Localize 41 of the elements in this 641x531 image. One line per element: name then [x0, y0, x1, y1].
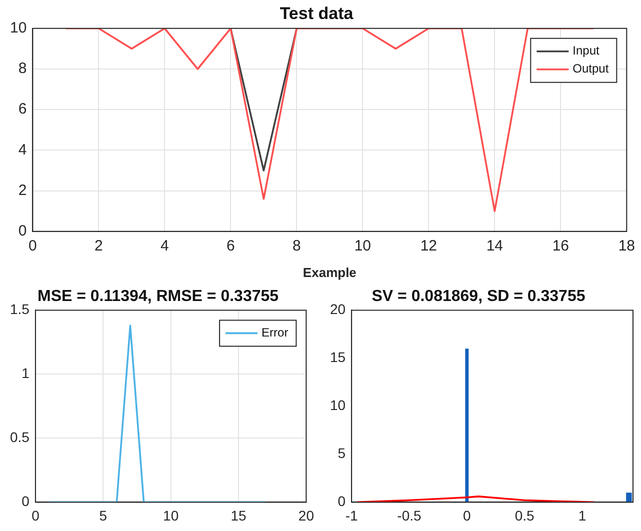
y-tick-label: 1.5 [10, 301, 30, 318]
y-tick-label: 1 [22, 365, 30, 382]
chart-title: SV = 0.081869, SD = 0.33755 [372, 288, 586, 306]
x-tick-label: -0.5 [397, 507, 422, 524]
x-tick-label: 16 [552, 238, 570, 255]
x-tick-label: 18 [618, 238, 635, 255]
x-tick-label: 0 [463, 507, 472, 524]
x-tick-label: 4 [160, 238, 169, 255]
x-tick-label: 12 [420, 238, 438, 255]
y-tick-label: 2 [18, 182, 27, 199]
x-tick-label: 15 [230, 507, 247, 524]
x-tick-label: 2 [94, 238, 103, 255]
y-tick-label: 6 [18, 100, 27, 118]
chart-title: MSE = 0.11394, RMSE = 0.33755 [37, 288, 279, 306]
x-tick-label: 5 [99, 507, 108, 524]
y-tick-label: 5 [338, 445, 346, 462]
x-tick-label: 1 [578, 507, 586, 524]
x-tick-label: 10 [163, 507, 179, 524]
x-axis-title: Example [302, 264, 356, 280]
y-tick-label: 0 [22, 493, 30, 510]
y-tick-label: 4 [18, 141, 27, 158]
legend-label: Input [572, 44, 600, 58]
x-tick-label: 10 [354, 238, 372, 255]
y-tick-label: 8 [18, 60, 27, 78]
chart-title: Test data [280, 4, 354, 23]
y-tick-label: 20 [330, 301, 346, 318]
x-tick-label: 14 [486, 238, 504, 255]
y-tick-label: 10 [330, 397, 346, 414]
y-tick-label: 0 [338, 493, 346, 510]
y-tick-label: 15 [330, 349, 346, 366]
x-tick-label: 8 [292, 238, 301, 255]
x-tick-label: 0 [32, 507, 40, 524]
x-tick-label: 20 [298, 507, 314, 524]
x-tick-label: -1 [345, 507, 358, 524]
y-tick-label: 0 [18, 222, 27, 240]
x-tick-label: 0.5 [514, 507, 535, 524]
legend-label: Output [572, 62, 610, 76]
legend-label: Error [262, 326, 288, 340]
y-tick-label: 10 [10, 20, 27, 37]
x-tick-label: 6 [226, 238, 235, 255]
y-tick-label: 0.5 [10, 429, 30, 446]
